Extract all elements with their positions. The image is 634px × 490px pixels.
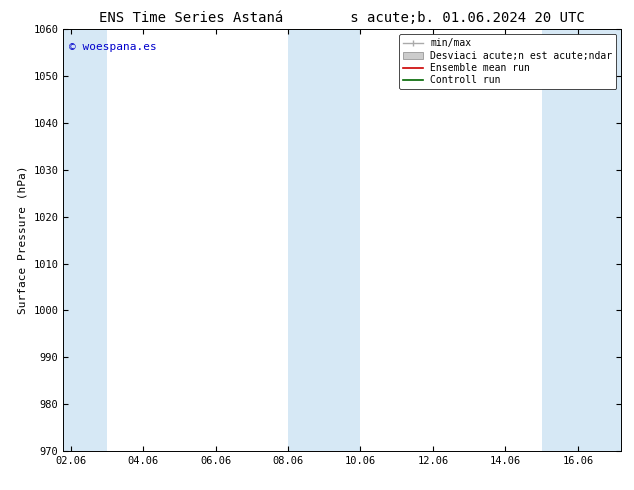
Bar — [288, 29, 361, 451]
Title: ENS Time Series Astaná        s acute;b. 01.06.2024 20 UTC: ENS Time Series Astaná s acute;b. 01.06.… — [100, 11, 585, 25]
Bar — [541, 29, 621, 451]
Legend: min/max, Desviaci acute;n est acute;ndar, Ensemble mean run, Controll run: min/max, Desviaci acute;n est acute;ndar… — [399, 34, 616, 89]
Text: © woespana.es: © woespana.es — [69, 42, 157, 52]
Y-axis label: Surface Pressure (hPa): Surface Pressure (hPa) — [18, 166, 28, 315]
Bar — [63, 29, 107, 451]
